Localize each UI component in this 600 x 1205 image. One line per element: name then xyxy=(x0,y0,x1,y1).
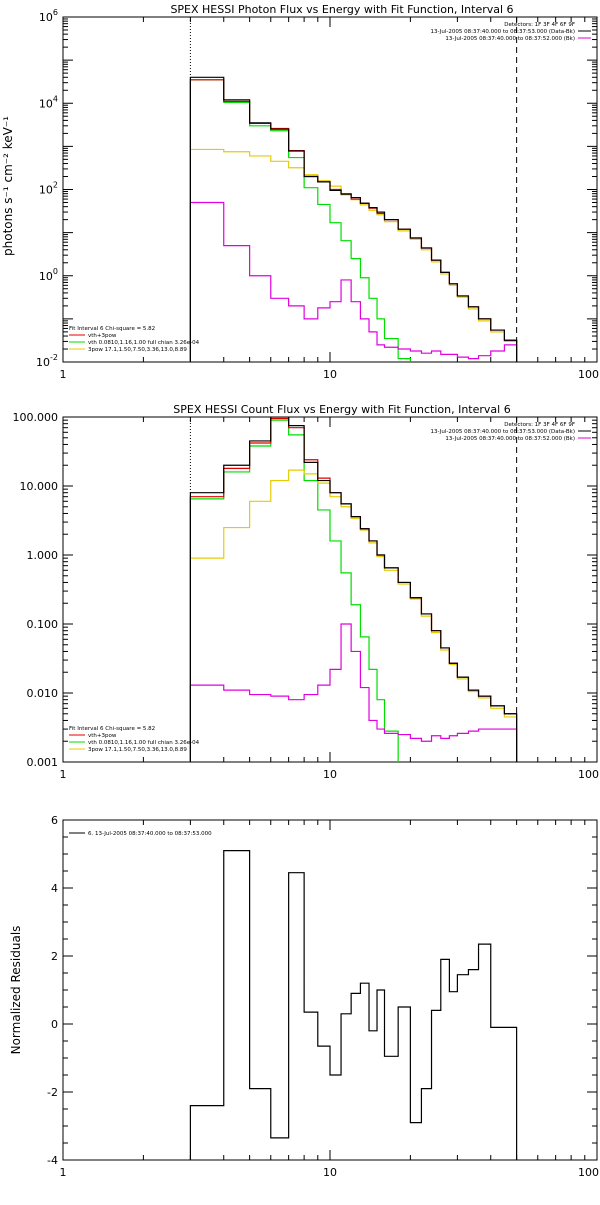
y-tick-label-exponent: 4 xyxy=(53,94,58,103)
x-tick-label: 1 xyxy=(60,768,67,781)
series-magenta-step-line xyxy=(189,201,518,362)
photon-flux-panel: SPEX HESSI Photon Flux vs Energy with Fi… xyxy=(1,3,599,381)
y-tick-label-exponent: 6 xyxy=(53,8,58,17)
series-group xyxy=(189,850,518,1160)
legend-bottom-left-text: Fit Interval 6 Chi-square = 5.82 xyxy=(69,726,155,732)
y-tick-label: 2 xyxy=(51,950,58,963)
y-tick-label-exponent: 2 xyxy=(53,181,58,190)
y-tick-label: 10.000 xyxy=(20,480,59,493)
series-black-step-line xyxy=(189,850,518,1160)
legend-bottom-left-text: vth+3pow xyxy=(88,333,117,339)
series-group xyxy=(189,417,518,762)
legend-top-right-text: 13-Jul-2005 08:37:40.000 to 08:37:52.000… xyxy=(445,436,575,442)
series-black-step-line xyxy=(189,76,518,362)
y-tick-label: 0.010 xyxy=(27,687,59,700)
y-tick-label: 104 xyxy=(39,94,58,110)
series-group xyxy=(189,76,518,362)
y-tick-label: 102 xyxy=(39,181,58,197)
y-tick-label: 4 xyxy=(51,882,58,895)
y-tick-label-base: 10 xyxy=(36,356,50,369)
legend-bottom-left-text: vth 0.0810,1.16,1.00 full chian 3.26e-04 xyxy=(88,340,200,346)
series-green-step-line xyxy=(189,419,399,762)
legend-bottom-left-text: vth+3pow xyxy=(88,733,117,739)
legend-bottom-left-text: 3pow 17.1,1.50,7.50,3.36,13.0,8.89 xyxy=(88,747,187,753)
y-tick-label: 6 xyxy=(51,814,58,827)
legend-top-right-text: 13-Jul-2005 08:37:40.000 to 08:37:52.000… xyxy=(445,36,575,42)
residuals-panel: Normalized Residuals 1 10 100 -4 -2 0 2 4 6 6. 13… xyxy=(9,814,599,1179)
x-tick-label: 100 xyxy=(578,768,599,781)
y-tick-label: -2 xyxy=(47,1086,58,1099)
x-tick-label: 1 xyxy=(60,1166,67,1179)
y-tick-label: 100.000 xyxy=(13,411,59,424)
series-red-step-line xyxy=(189,417,518,762)
y-tick-label: 1.000 xyxy=(27,549,59,562)
series-red-step-line xyxy=(189,79,518,362)
photon-flux-y-label: photons s⁻¹ cm⁻² keV⁻¹ xyxy=(1,116,15,256)
residuals-y-label: Normalized Residuals xyxy=(9,926,23,1055)
x-tick-label: 1 xyxy=(60,368,67,381)
x-tick-label: 10 xyxy=(323,768,337,781)
x-tick-label: 100 xyxy=(578,368,599,381)
photon-flux-title: SPEX HESSI Photon Flux vs Energy with Fi… xyxy=(170,3,513,16)
y-tick-label: 0.001 xyxy=(27,756,59,769)
legend-top-left-text: 6. 13-Jul-2005 08:37:40.000 to 08:37:53.… xyxy=(88,831,212,837)
x-tick-label: 10 xyxy=(323,368,337,381)
legend-top-right-text: 13-Jul-2005 08:37:40.000 to 08:37:53.000… xyxy=(431,429,576,435)
count-flux-title: SPEX HESSI Count Flux vs Energy with Fit… xyxy=(173,403,510,416)
y-tick-label: -4 xyxy=(47,1154,58,1167)
x-tick-label: 100 xyxy=(578,1166,599,1179)
legend-top-right-text: Detectors: 1F 3F 4F 6F 9F xyxy=(504,22,575,28)
series-yellow-step-line xyxy=(189,469,518,762)
legend-top-right-text: Detectors: 1F 3F 4F 6F 9F xyxy=(504,422,575,428)
y-tick-label-base: 10 xyxy=(39,97,53,110)
y-tick-label-base: 10 xyxy=(39,11,53,24)
x-tick-label: 10 xyxy=(323,1166,337,1179)
y-tick-label-base: 10 xyxy=(39,270,53,283)
y-tick-label-base: 10 xyxy=(39,184,53,197)
legend-bottom-left-text: Fit Interval 6 Chi-square = 5.82 xyxy=(69,326,155,332)
y-tick-label: 0.100 xyxy=(27,618,59,631)
series-magenta-step-line xyxy=(189,623,518,762)
y-tick-label-exponent: 0 xyxy=(53,267,58,276)
series-black-step-line xyxy=(189,417,518,762)
series-green-step-line xyxy=(189,79,411,362)
y-tick-label-exponent: -2 xyxy=(50,353,58,362)
y-tick-label: 100 xyxy=(39,267,58,283)
y-tick-label: 0 xyxy=(51,1018,58,1031)
y-tick-label: 106 xyxy=(39,8,58,24)
legend-bottom-left-text: 3pow 17.1,1.50,7.50,3.36,13.0,8.89 xyxy=(88,347,187,353)
legend-top-right-text: 13-Jul-2005 08:37:40.000 to 08:37:53.000… xyxy=(431,29,576,35)
count-flux-panel: SPEX HESSI Count Flux vs Energy with Fit… xyxy=(13,403,600,781)
y-tick-label: 10-2 xyxy=(36,353,58,369)
legend-bottom-left-text: vth 0.0810,1.16,1.00 full chian 3.26e-04 xyxy=(88,740,200,746)
